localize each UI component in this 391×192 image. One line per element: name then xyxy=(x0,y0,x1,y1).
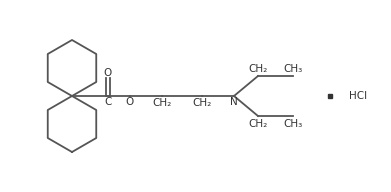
Text: O: O xyxy=(126,97,134,107)
Text: CH₂: CH₂ xyxy=(248,64,267,74)
Text: CH₃: CH₃ xyxy=(283,119,303,129)
Text: O: O xyxy=(104,68,112,78)
Text: CH₃: CH₃ xyxy=(283,64,303,74)
Text: N: N xyxy=(230,97,238,107)
Text: CH₂: CH₂ xyxy=(152,98,172,108)
Text: C: C xyxy=(104,97,112,107)
Text: CH₂: CH₂ xyxy=(248,119,267,129)
Text: CH₂: CH₂ xyxy=(192,98,212,108)
Text: HCl: HCl xyxy=(349,91,367,101)
